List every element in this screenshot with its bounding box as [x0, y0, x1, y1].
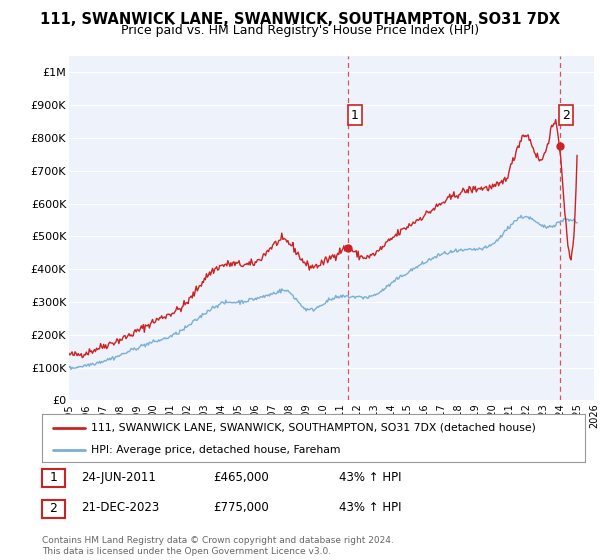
- Text: Contains HM Land Registry data © Crown copyright and database right 2024.
This d: Contains HM Land Registry data © Crown c…: [42, 536, 394, 556]
- Text: 24-JUN-2011: 24-JUN-2011: [81, 470, 156, 484]
- Text: 43% ↑ HPI: 43% ↑ HPI: [339, 501, 401, 515]
- Text: HPI: Average price, detached house, Fareham: HPI: Average price, detached house, Fare…: [91, 445, 340, 455]
- Text: 2: 2: [562, 109, 570, 122]
- Text: 43% ↑ HPI: 43% ↑ HPI: [339, 470, 401, 484]
- Text: 21-DEC-2023: 21-DEC-2023: [81, 501, 159, 515]
- Text: 2: 2: [49, 502, 58, 515]
- Text: 111, SWANWICK LANE, SWANWICK, SOUTHAMPTON, SO31 7DX: 111, SWANWICK LANE, SWANWICK, SOUTHAMPTO…: [40, 12, 560, 27]
- Text: 111, SWANWICK LANE, SWANWICK, SOUTHAMPTON, SO31 7DX (detached house): 111, SWANWICK LANE, SWANWICK, SOUTHAMPTO…: [91, 423, 536, 433]
- Text: 1: 1: [351, 109, 359, 122]
- Text: 1: 1: [49, 472, 58, 484]
- Text: Price paid vs. HM Land Registry's House Price Index (HPI): Price paid vs. HM Land Registry's House …: [121, 24, 479, 37]
- Text: £465,000: £465,000: [213, 470, 269, 484]
- Text: £775,000: £775,000: [213, 501, 269, 515]
